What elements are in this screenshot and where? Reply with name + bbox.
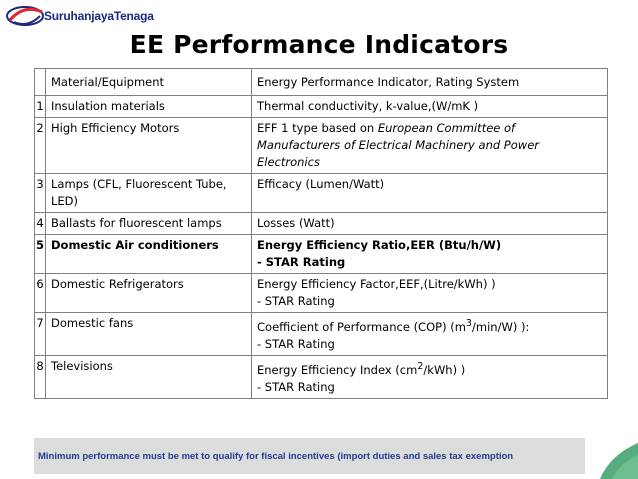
table-row: 6 Domestic Refrigerators Energy Efficien… (34, 273, 608, 313)
header-num-cell (34, 68, 46, 96)
rating-text: - STAR Rating (257, 294, 335, 308)
indicator-italic: European Committee of Manufacturers of E… (257, 121, 539, 169)
indicator-superscript: 3 (465, 318, 473, 329)
row-material: High Efficiency Motors (45, 117, 252, 174)
table-row: 2 High Efficiency Motors EFF 1 type base… (34, 117, 608, 174)
row-number: 7 (34, 312, 46, 356)
indicator-part: Coefficient of Performance (COP) (m (257, 319, 466, 334)
indicator-text: Coefficient of Performance (COP) (m3/min… (257, 315, 602, 336)
row-number: 1 (34, 95, 46, 118)
row-number: 5 (34, 234, 46, 274)
indicator-table: Material/Equipment Energy Performance In… (34, 68, 608, 399)
table-row: 5 Domestic Air conditioners Energy Effic… (34, 234, 608, 274)
indicator-part: /kWh) ) (423, 362, 466, 377)
header-material: Material/Equipment (45, 68, 252, 96)
indicator-part: Energy Efficiency Index (cm (257, 362, 418, 377)
footnote-box: Minimum performance must be met to quali… (34, 438, 585, 474)
row-number: 4 (34, 212, 46, 235)
indicator-text: Energy Efficiency Index (cm2/kWh) ) (257, 358, 602, 379)
row-material: Lamps (CFL, Fluorescent Tube, LED) (45, 173, 252, 213)
row-indicator: Energy Efficiency Factor,EEF,(Litre/kWh)… (251, 273, 608, 313)
table-row: 1 Insulation materials Thermal conductiv… (34, 95, 608, 118)
row-material: Insulation materials (45, 95, 252, 118)
table-header-row: Material/Equipment Energy Performance In… (34, 68, 608, 96)
footnote-text: Minimum performance must be met to quali… (38, 451, 514, 462)
row-indicator: Coefficient of Performance (COP) (m3/min… (251, 312, 608, 356)
row-material: Domestic Refrigerators (45, 273, 252, 313)
corner-decoration-icon (600, 443, 638, 479)
row-material: Domestic fans (45, 312, 252, 356)
table-row: 7 Domestic fans Coefficient of Performan… (34, 312, 608, 356)
rating-text: - STAR Rating (257, 336, 335, 351)
row-indicator: Thermal conductivity, k-value,(W/mK ) (251, 95, 608, 118)
table-row: 8 Televisions Energy Efficiency Index (c… (34, 354, 608, 399)
row-material: Televisions (45, 354, 252, 399)
table-row: 3 Lamps (CFL, Fluorescent Tube, LED) Eff… (34, 173, 608, 213)
row-number: 2 (34, 117, 46, 174)
indicator-prefix: EFF 1 type based on (257, 121, 378, 135)
swoosh-logo-icon (6, 6, 44, 26)
rating-text: - STAR Rating (257, 379, 335, 394)
table-row: 4 Ballasts for fluorescent lamps Losses … (34, 212, 608, 235)
logo-text: SuruhanjayaTenaga (44, 9, 154, 23)
header-indicator: Energy Performance Indicator, Rating Sys… (251, 68, 608, 96)
indicator-text: Energy Efficiency Factor,EEF,(Litre/kWh)… (257, 277, 496, 291)
indicator-text: Energy Efficiency Ratio,EER (Btu/h/W) (257, 238, 502, 252)
row-number: 3 (34, 173, 46, 213)
indicator-superscript: 2 (417, 360, 424, 372)
row-indicator: Losses (Watt) (251, 212, 608, 235)
rating-text: - STAR Rating (257, 255, 346, 269)
row-indicator: EFF 1 type based on European Committee o… (251, 117, 608, 174)
row-number: 8 (34, 354, 46, 399)
indicator-part: /min/W) ): (472, 319, 530, 334)
row-number: 6 (34, 273, 46, 313)
row-indicator: Efficacy (Lumen/Watt) (251, 173, 608, 213)
page-title: EE Performance Indicators (129, 30, 509, 59)
row-indicator: Energy Efficiency Ratio,EER (Btu/h/W) - S… (251, 234, 608, 274)
row-material: Ballasts for fluorescent lamps (45, 212, 252, 235)
row-material: Domestic Air conditioners (45, 234, 252, 274)
row-indicator: Energy Efficiency Index (cm2/kWh) ) - STA… (251, 354, 608, 399)
